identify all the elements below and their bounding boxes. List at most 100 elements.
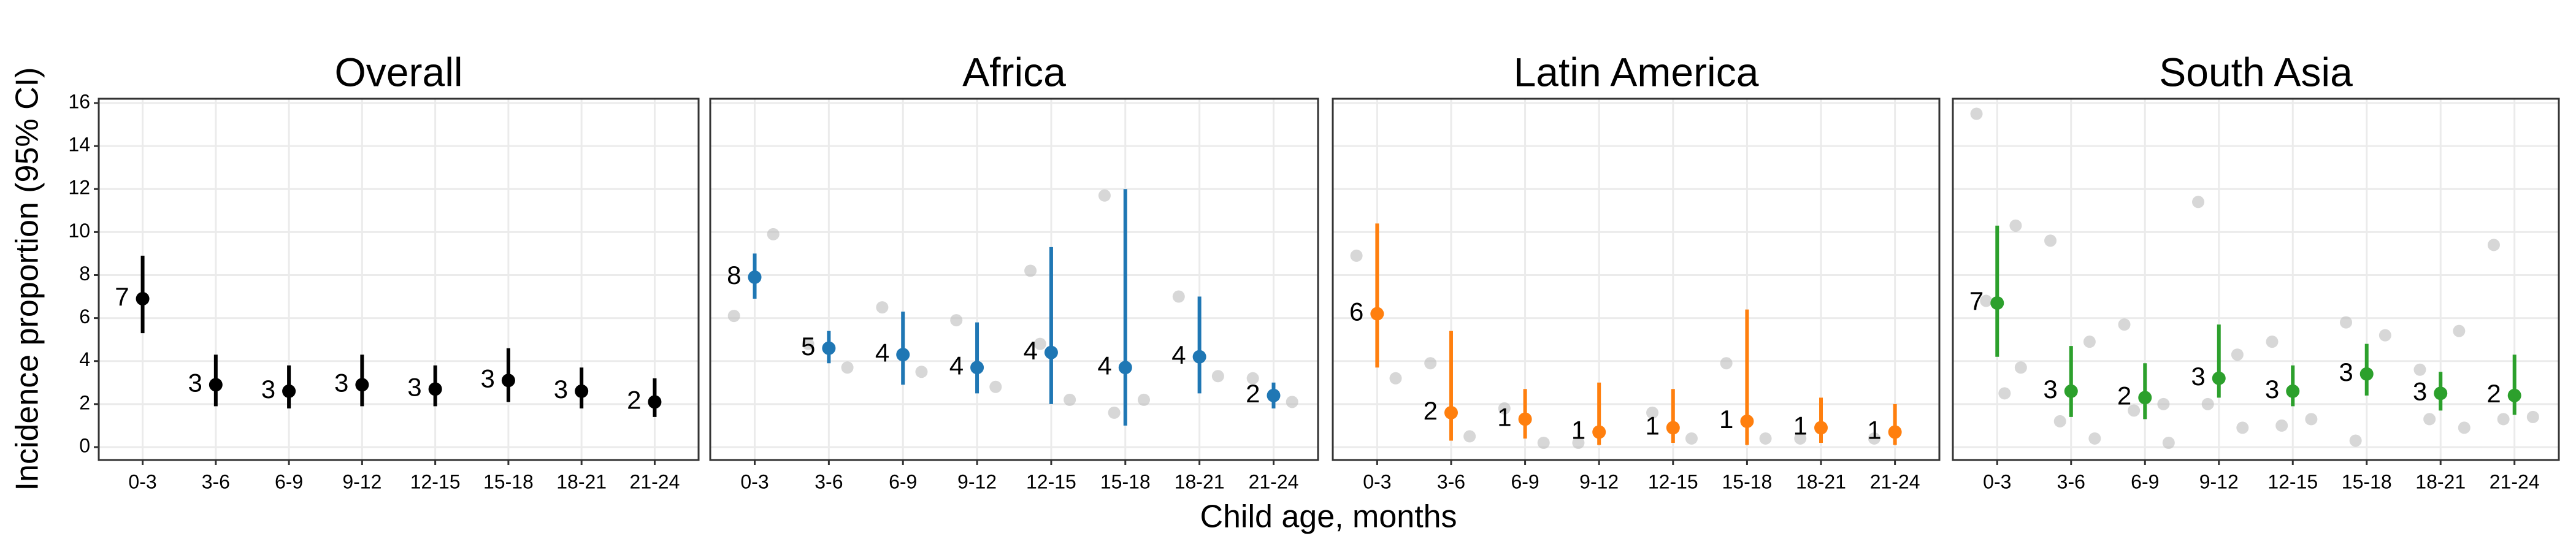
y-tick-label: 0 (79, 434, 90, 456)
study-point (2118, 318, 2131, 331)
count-label: 4 (875, 338, 889, 367)
panel-title: Latin America (1514, 49, 1759, 94)
study-point (1572, 436, 1585, 449)
count-label: 2 (2486, 379, 2501, 408)
y-tick-label: 4 (79, 348, 90, 370)
study-point (1424, 357, 1437, 370)
x-tick-label: 15-18 (1100, 470, 1151, 493)
study-point (2497, 413, 2510, 426)
study-point (1172, 290, 1185, 303)
study-point (1646, 406, 1659, 419)
study-point (1759, 432, 1772, 445)
x-tick-label: 0-3 (1363, 470, 1391, 493)
count-label: 2 (627, 385, 641, 414)
count-label: 3 (261, 375, 275, 404)
study-point (2009, 219, 2022, 232)
study-point (1970, 107, 1983, 120)
study-point (2128, 404, 2141, 417)
study-point (2458, 421, 2471, 434)
x-tick-label: 9-12 (342, 470, 381, 493)
study-point (767, 228, 780, 240)
x-tick-label: 6-9 (1511, 470, 1539, 493)
point-estimate (355, 378, 369, 392)
x-tick-label: 15-18 (1722, 470, 1772, 493)
panel-border (1952, 98, 2560, 461)
x-tick-label: 6-9 (275, 470, 303, 493)
study-point (1794, 432, 1807, 445)
study-point (2413, 363, 2426, 376)
count-label: 1 (1497, 402, 1511, 431)
x-tick-label: 3-6 (202, 470, 230, 493)
study-point (1537, 436, 1550, 449)
study-point (876, 301, 889, 314)
count-label: 3 (554, 375, 568, 404)
count-label: 3 (2043, 375, 2057, 404)
point-estimate (1118, 361, 1132, 375)
count-label: 3 (2339, 358, 2353, 386)
count-label: 3 (481, 364, 495, 393)
study-point (2379, 329, 2391, 342)
x-tick-label: 15-18 (2342, 470, 2392, 493)
panel-title: Overall (334, 49, 462, 94)
x-tick-label: 12-15 (2267, 470, 2318, 493)
x-tick-label: 21-24 (2490, 470, 2540, 493)
x-axis-title: Child age, months (1200, 499, 1457, 535)
count-label: 4 (949, 351, 964, 380)
panel-border (709, 98, 1319, 461)
count-label: 3 (407, 372, 421, 401)
panel-border (98, 98, 700, 461)
point-estimate (970, 361, 984, 375)
x-tick-label: 0-3 (128, 470, 156, 493)
x-tick-label: 6-9 (889, 470, 917, 493)
count-label: 3 (188, 368, 202, 397)
count-label: 4 (1097, 351, 1111, 380)
count-label: 3 (334, 368, 348, 397)
study-point (1033, 337, 1046, 350)
study-point (1498, 402, 1511, 415)
study-point (2339, 316, 2352, 329)
count-label: 8 (727, 261, 741, 289)
x-tick-label: 21-24 (1249, 470, 1299, 493)
study-point (1211, 370, 1224, 383)
point-estimate (822, 341, 836, 355)
study-point (1720, 357, 1733, 370)
point-estimate (1740, 414, 1754, 428)
x-tick-label: 21-24 (1870, 470, 1920, 493)
point-estimate (1444, 405, 1458, 420)
x-tick-label: 18-21 (556, 470, 607, 493)
study-point (2453, 324, 2466, 337)
point-estimate (1814, 421, 1828, 435)
x-tick-label: 12-15 (1026, 470, 1076, 493)
point-estimate (2212, 371, 2226, 385)
study-point (1137, 393, 1150, 406)
y-tick-label: 2 (79, 391, 90, 413)
study-point (2275, 419, 2288, 432)
study-point (2487, 239, 2500, 251)
x-tick-label: 18-21 (2415, 470, 2466, 493)
x-tick-label: 15-18 (483, 470, 534, 493)
point-estimate (1267, 388, 1281, 402)
point-estimate (1044, 345, 1058, 359)
study-point (1286, 396, 1298, 408)
panel-title: Africa (962, 49, 1066, 94)
point-estimate (2286, 384, 2300, 398)
x-tick-label: 3-6 (815, 470, 843, 493)
count-label: 1 (1645, 412, 1659, 440)
study-point (1108, 406, 1121, 419)
y-tick-label: 14 (68, 134, 90, 156)
x-tick-label: 21-24 (630, 470, 680, 493)
study-point (2088, 432, 2101, 445)
point-estimate (1592, 425, 1606, 439)
point-estimate (648, 395, 662, 409)
point-estimate (2064, 384, 2078, 398)
study-point (1024, 264, 1037, 277)
panel-title: South Asia (2159, 49, 2353, 94)
study-point (2162, 436, 2175, 449)
study-point (841, 361, 854, 374)
study-point (2201, 397, 2214, 410)
point-estimate (1370, 307, 1384, 321)
x-tick-label: 9-12 (957, 470, 997, 493)
point-estimate (282, 384, 296, 398)
count-label: 1 (1793, 412, 1807, 440)
count-label: 7 (115, 282, 129, 311)
